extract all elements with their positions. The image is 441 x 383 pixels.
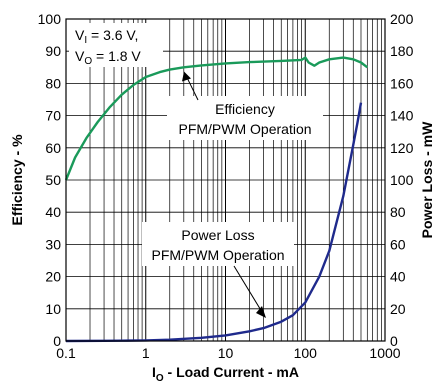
tick-labels: 0.1 1 10 100 1000010203040506070809010002040…	[38, 11, 414, 361]
y-left-tick-label: 90	[45, 43, 61, 59]
y-left-tick-label: 50	[45, 172, 61, 188]
y-axis-left-title: Efficiency - %	[9, 134, 25, 226]
x-axis-title: IO - Load Current - mA	[152, 364, 299, 383]
y-left-tick-label: 40	[45, 204, 61, 220]
x-tick-label: 0.1	[56, 345, 76, 361]
y-right-tick-label: 40	[390, 269, 406, 285]
x-tick-label: 1	[142, 345, 150, 361]
y-left-tick-label: 30	[45, 236, 61, 252]
condition-vo: VO = 1.8 V	[75, 48, 141, 67]
y-left-tick-label: 80	[45, 75, 61, 91]
y-left-tick-label: 20	[45, 269, 61, 285]
y-right-tick-label: 100	[390, 172, 414, 188]
y-right-tick-label: 80	[390, 204, 406, 220]
series-line-efficiency	[64, 56, 369, 181]
efficiency-arrowhead	[182, 71, 191, 82]
y-right-tick-label: 120	[390, 140, 414, 156]
efficiency-annotation-line2: PFM/PWM Operation	[178, 121, 311, 137]
y-left-tick-label: 0	[53, 333, 61, 349]
y-right-tick-label: 20	[390, 301, 406, 317]
y-right-tick-label: 0	[390, 333, 398, 349]
power-loss-annotation-line1: Power Loss	[181, 227, 254, 243]
condition-vi: VI = 3.6 V,	[75, 27, 138, 46]
power-loss-annotation-bg	[142, 222, 294, 266]
y-left-tick-label: 100	[38, 11, 62, 27]
y-right-tick-label: 200	[390, 11, 414, 27]
x-tick-label: 10	[218, 345, 234, 361]
y-right-tick-label: 160	[390, 75, 414, 91]
efficiency-annotation-bg	[167, 96, 323, 140]
y-axis-right-title: Power Loss - mW	[419, 121, 435, 238]
efficiency-arrow	[186, 77, 199, 101]
grid	[65, 18, 385, 342]
y-right-tick-label: 60	[390, 236, 406, 252]
y-left-tick-label: 60	[45, 140, 61, 156]
power-loss-arrowhead	[256, 306, 266, 318]
y-right-tick-label: 140	[390, 108, 414, 124]
x-tick-label: 1000	[369, 345, 400, 361]
y-right-tick-label: 180	[390, 43, 414, 59]
efficiency-annotation-line1: Efficiency	[215, 101, 275, 117]
y-left-tick-label: 70	[45, 108, 61, 124]
y-left-tick-label: 10	[45, 301, 61, 317]
plot-frame	[65, 18, 386, 342]
power-loss-annotation-line2: PFM/PWM Operation	[151, 247, 284, 263]
x-tick-label: 100	[294, 345, 318, 361]
conditions-box	[69, 23, 163, 67]
power-loss-arrow	[233, 265, 263, 313]
